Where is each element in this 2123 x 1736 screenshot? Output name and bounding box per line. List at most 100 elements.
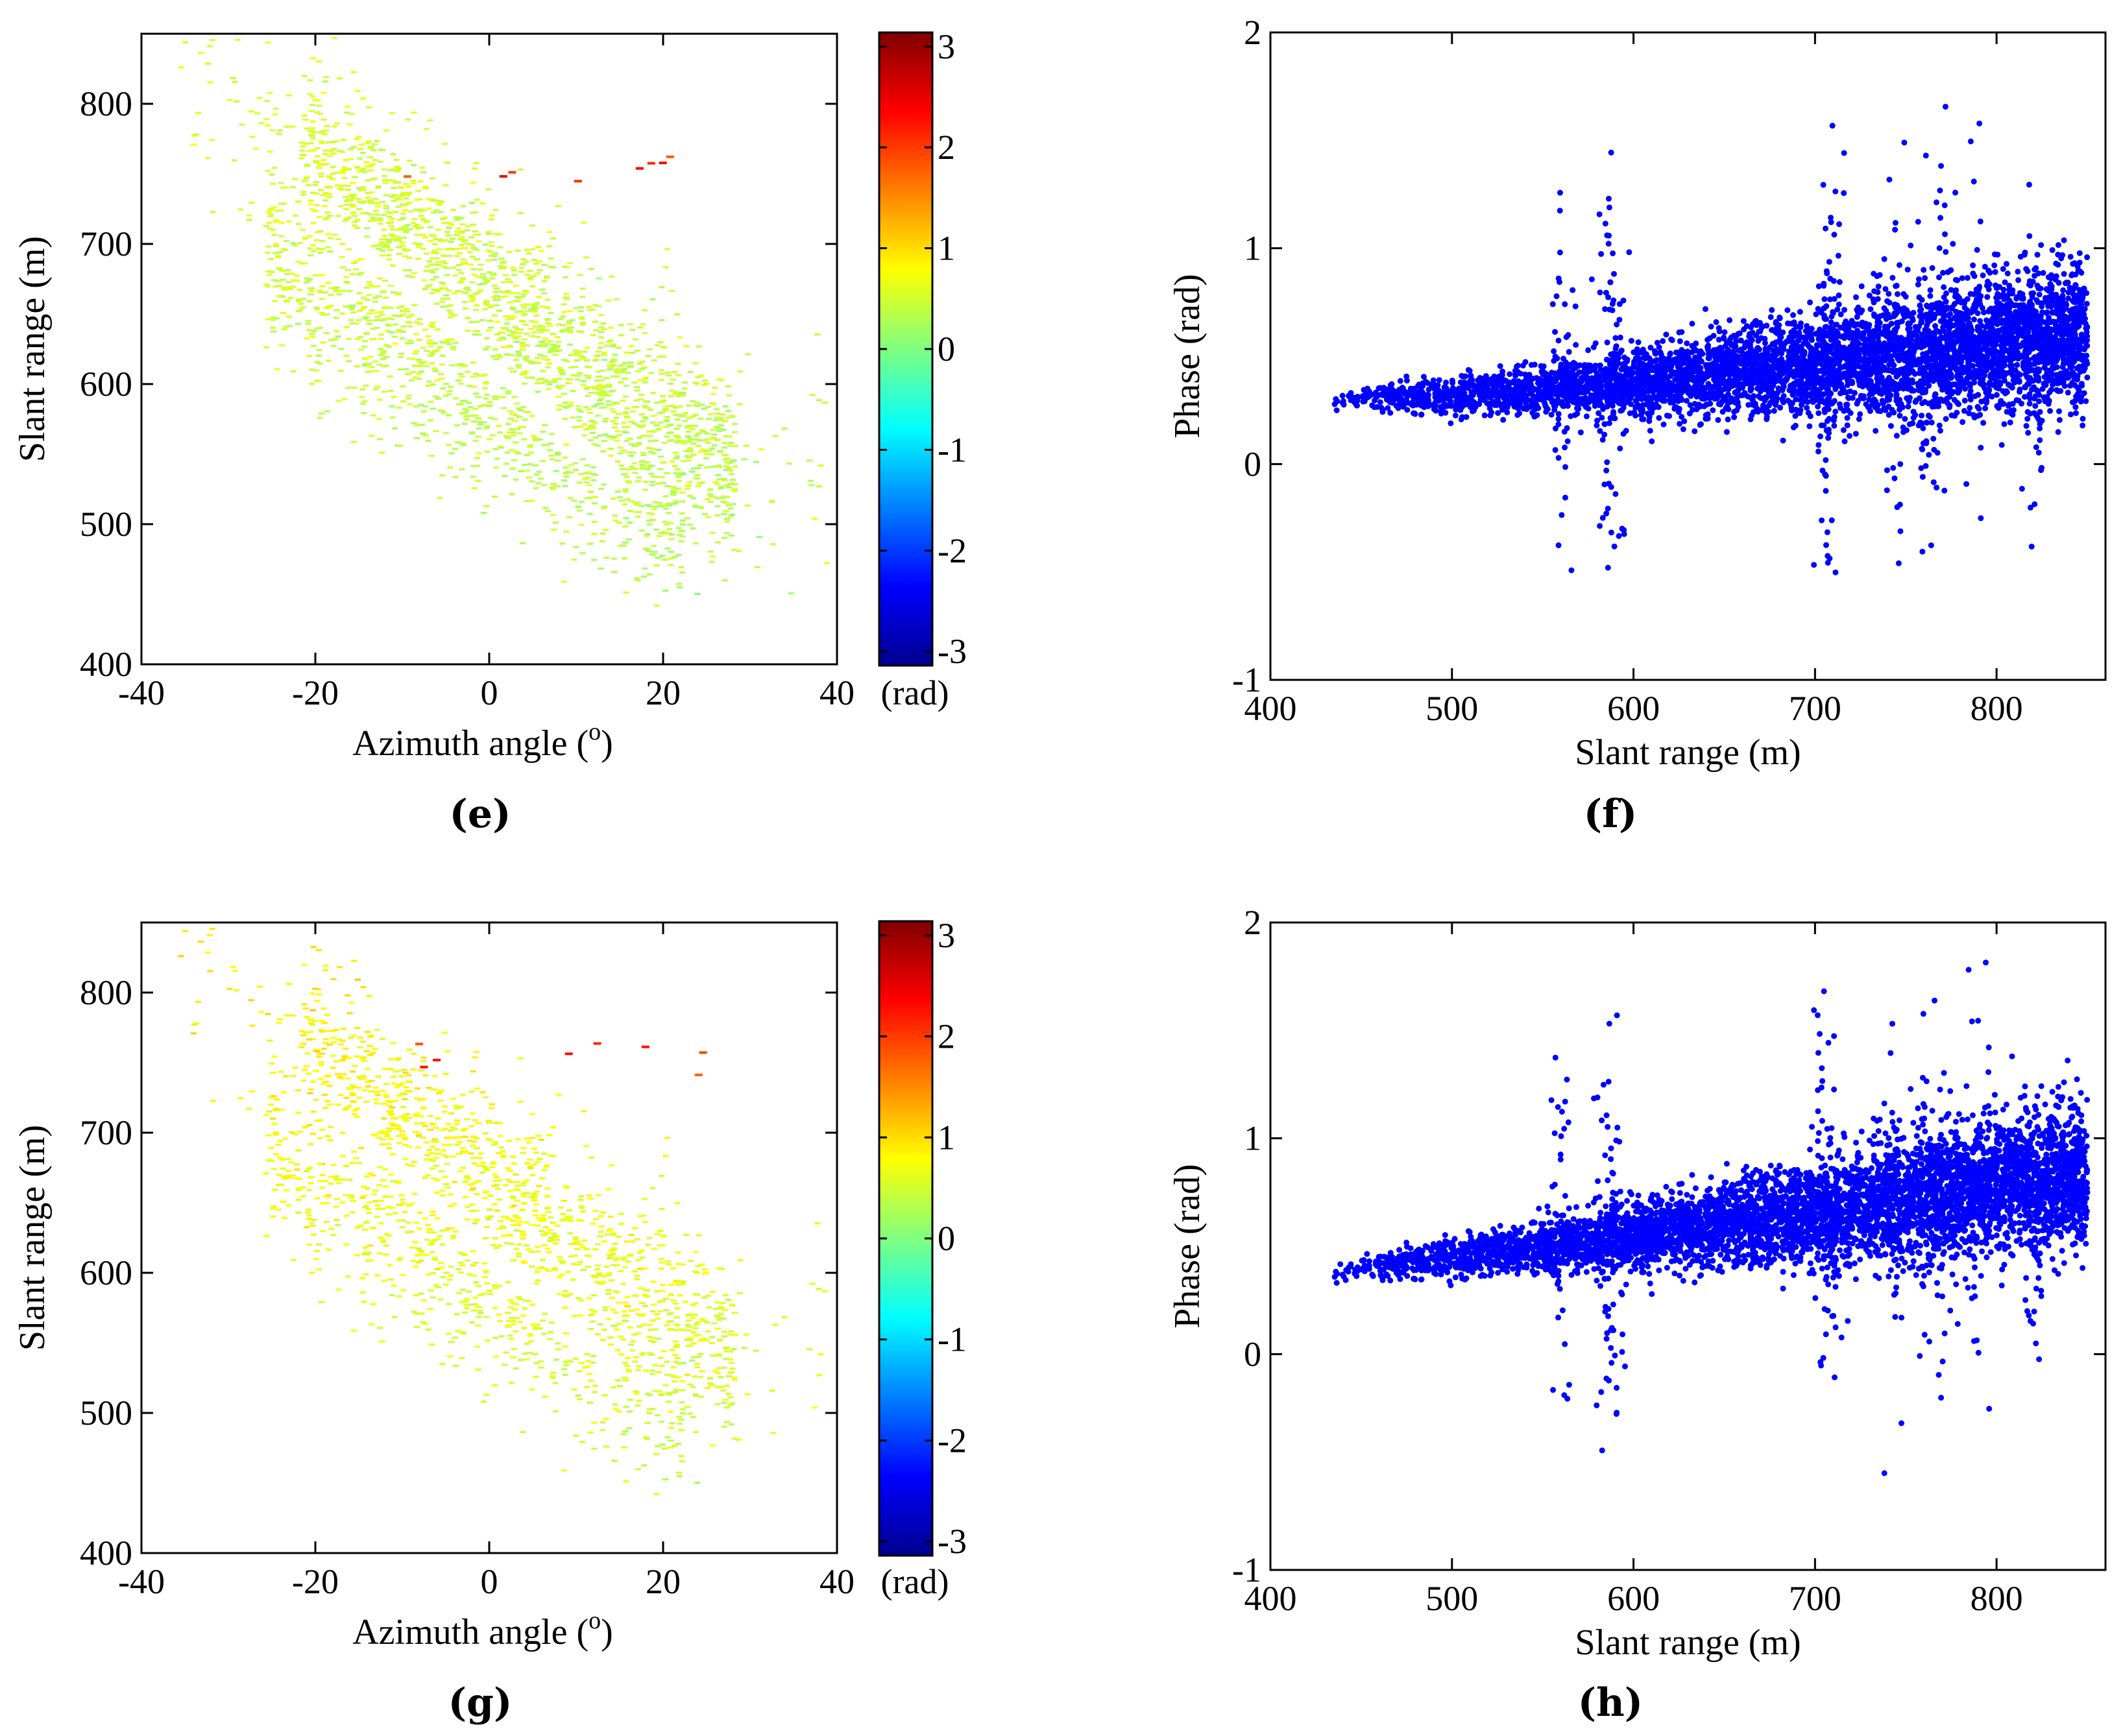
heatmap-cell — [541, 358, 548, 361]
heatmap-cell — [442, 239, 448, 241]
heatmap-cell — [544, 510, 551, 512]
heatmap-cell — [624, 426, 631, 428]
heatmap-cell — [237, 208, 244, 211]
heatmap-cell — [265, 285, 271, 287]
heatmap-cell — [686, 437, 692, 439]
heatmap-cell — [595, 376, 601, 378]
heatmap-cell — [443, 341, 450, 344]
heatmap-cell — [611, 411, 617, 413]
heatmap-cell — [387, 375, 393, 378]
heatmap-cell — [557, 378, 563, 380]
heatmap-cell — [601, 354, 608, 356]
heatmap-cell — [583, 481, 590, 484]
heatmap-cell — [679, 519, 686, 522]
heatmap-cell — [614, 375, 620, 378]
heatmap-cell — [365, 192, 371, 195]
heatmap-cell — [521, 306, 528, 309]
heatmap-cell — [289, 125, 296, 128]
heatmap-cell — [358, 143, 365, 146]
heatmap-cell — [452, 292, 458, 295]
heatmap-cell — [380, 245, 387, 248]
heatmap-cell — [687, 447, 694, 450]
heatmap-cell — [323, 149, 330, 152]
heatmap-cell — [729, 535, 735, 537]
heatmap-cell — [670, 485, 676, 488]
heatmap-cell — [577, 509, 583, 512]
heatmap-cell — [584, 346, 590, 349]
heatmap-cell — [268, 258, 274, 260]
heatmap-cell — [625, 372, 631, 374]
heatmap-cell — [556, 404, 563, 407]
heatmap-cell — [566, 261, 573, 264]
heatmap-cell — [528, 307, 535, 310]
heatmap-cell — [579, 501, 585, 503]
heatmap-cell — [446, 444, 452, 446]
heatmap-cell — [285, 94, 292, 97]
colorbar-label: (rad) — [881, 673, 949, 712]
heatmap-cell — [491, 274, 497, 276]
heatmap-cell — [459, 244, 465, 247]
heatmap-cell — [724, 496, 731, 498]
heatmap-cell — [537, 354, 544, 356]
heatmap-cell — [307, 203, 313, 206]
heatmap-cell — [673, 413, 679, 416]
heatmap-cell — [552, 346, 559, 348]
heatmap-cell — [364, 165, 370, 167]
heatmap-cell — [563, 475, 570, 477]
heatmap-cell — [606, 385, 613, 388]
heatmap-outlier — [508, 171, 516, 174]
heatmap-cell — [608, 275, 614, 278]
heatmap-cell — [701, 512, 708, 515]
heatmap-cell — [690, 497, 697, 500]
heatmap-cell — [312, 184, 319, 186]
heatmap-cell — [306, 149, 313, 152]
heatmap-cell — [591, 520, 598, 523]
heatmap-cell — [529, 285, 536, 287]
heatmap-cell — [446, 222, 453, 224]
heatmap-cell — [292, 178, 298, 180]
heatmap-cell — [603, 344, 610, 347]
colorbar-tick-label: -3 — [938, 632, 967, 671]
heatmap-cell — [638, 413, 645, 416]
heatmap-cell — [398, 186, 405, 189]
heatmap-cell — [443, 267, 450, 269]
heatmap-cell — [540, 325, 546, 328]
heatmap-cell — [376, 418, 383, 420]
heatmap-cell — [554, 485, 561, 487]
heatmap-cell — [483, 300, 490, 302]
heatmap-cell — [718, 424, 724, 426]
heatmap-cell — [370, 328, 376, 330]
heatmap-cell — [462, 365, 468, 367]
heatmap-cell — [366, 294, 372, 296]
heatmap-cell — [664, 371, 671, 374]
heatmap-cell — [323, 129, 330, 132]
heatmap-cell — [453, 216, 459, 219]
heatmap-cell — [206, 45, 213, 47]
heatmap-cell — [673, 457, 679, 459]
heatmap-cell — [469, 211, 476, 214]
heatmap-cell — [618, 381, 624, 383]
heatmap-cell — [398, 305, 405, 307]
heatmap-cell — [359, 169, 365, 171]
heatmap-cell — [685, 517, 691, 520]
heatmap-cell — [380, 352, 386, 354]
heatmap-cell — [664, 485, 670, 487]
heatmap-cell — [620, 468, 626, 470]
heatmap-cell — [788, 592, 794, 595]
heatmap-cell — [722, 453, 728, 456]
heatmap-cell — [677, 534, 683, 536]
heatmap-cell — [335, 335, 341, 338]
heatmap-cell — [567, 378, 574, 381]
heatmap-cell — [310, 57, 317, 60]
heatmap-cell — [282, 289, 288, 291]
heatmap-cell — [695, 376, 701, 379]
heatmap-cell — [642, 418, 649, 420]
heatmap-cell — [439, 217, 446, 220]
heatmap-cell — [452, 341, 459, 344]
heatmap-cell — [315, 380, 322, 382]
heatmap-cell — [383, 356, 390, 358]
heatmap-cell — [464, 229, 470, 232]
heatmap-cell — [753, 461, 760, 463]
heatmap-cell — [682, 420, 688, 422]
